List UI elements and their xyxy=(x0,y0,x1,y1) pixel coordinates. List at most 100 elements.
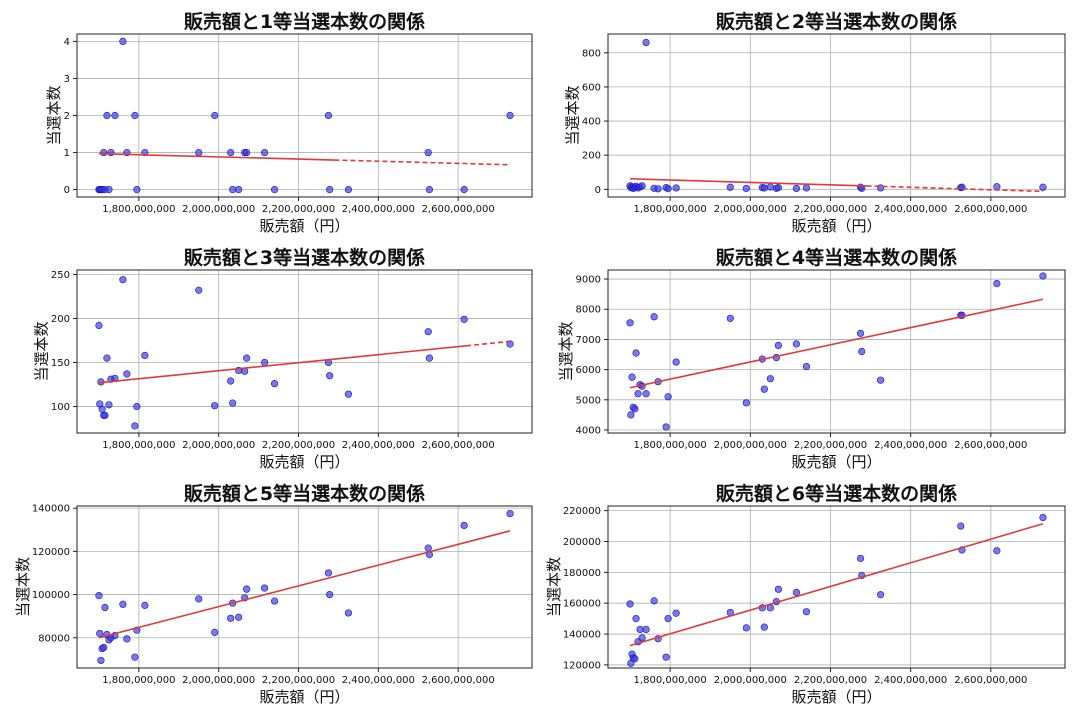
data-point xyxy=(638,182,646,190)
y-axis-label: 当選本数 xyxy=(557,321,575,381)
chart-title: 販売額と6等当選本数の関係 xyxy=(716,482,957,505)
data-point xyxy=(774,341,782,350)
data-point xyxy=(634,390,642,398)
data-point xyxy=(627,411,635,419)
y-tick-label: 100 xyxy=(51,402,70,413)
data-point xyxy=(195,286,203,294)
x-tick-label: 2,600,000,000 xyxy=(954,204,1027,215)
chart-panel-4: 1,800,000,000 2,000,000,000 2,200,000,000 2… xyxy=(557,246,1066,471)
data-point xyxy=(141,351,149,360)
data-point xyxy=(424,544,432,552)
data-point xyxy=(141,601,149,609)
data-point xyxy=(460,185,468,194)
trend-line xyxy=(98,344,467,384)
data-point xyxy=(243,585,251,593)
data-point xyxy=(97,656,105,665)
data-point xyxy=(344,609,353,617)
data-point xyxy=(760,623,768,631)
y-tick-label: 120000 xyxy=(32,547,70,558)
y-tick-label: 160000 xyxy=(563,599,601,610)
chart-panel-2: 1,800,000,000 2,000,000,000 2,200,000,000 2… xyxy=(563,10,1066,235)
data-point xyxy=(326,185,334,194)
data-point xyxy=(211,402,219,410)
plot-frame xyxy=(607,269,1066,434)
x-tick-label: 1,800,000,000 xyxy=(634,204,707,215)
data-point xyxy=(766,183,774,191)
data-point xyxy=(211,111,219,120)
data-point xyxy=(626,319,634,327)
data-point xyxy=(133,185,141,194)
data-point xyxy=(506,509,514,518)
data-point xyxy=(632,615,640,623)
data-point xyxy=(774,184,782,192)
x-tick-label: 2,000,000,000 xyxy=(714,675,787,686)
data-point xyxy=(229,399,237,407)
chart-panel-6: 1,800,000,000 2,000,000,000 2,200,000,000 2… xyxy=(545,482,1066,706)
y-tick-label: 4000 xyxy=(576,425,601,436)
data-point xyxy=(424,328,432,336)
x-axis-label: 販売額（円） xyxy=(791,217,881,235)
chart-title: 販売額と2等当選本数の関係 xyxy=(716,10,957,33)
data-point xyxy=(760,385,768,393)
x-axis-label: 販売額（円） xyxy=(259,453,349,471)
plot-frame xyxy=(76,505,533,669)
data-point xyxy=(664,615,672,623)
y-tick-label: 2 xyxy=(64,111,70,122)
x-tick-label: 1,800,000,000 xyxy=(634,675,707,686)
data-point xyxy=(344,185,353,194)
data-point xyxy=(227,614,235,622)
y-tick-label: 6000 xyxy=(576,365,601,376)
trend-line-extension xyxy=(466,340,511,347)
y-tick-label: 400 xyxy=(582,117,601,128)
data-point xyxy=(227,148,235,157)
chart-panel-3: 1,800,000,000 2,000,000,000 2,200,000,000 2… xyxy=(32,246,533,471)
x-tick-label: 2,000,000,000 xyxy=(182,440,255,451)
data-point xyxy=(1039,183,1047,191)
x-tick-label: 2,400,000,000 xyxy=(342,204,415,215)
data-point xyxy=(760,184,768,192)
data-point xyxy=(270,380,279,388)
data-point xyxy=(626,600,634,608)
x-tick-label: 2,000,000,000 xyxy=(182,675,255,686)
x-axis-label: 販売額（円） xyxy=(791,453,881,471)
y-tick-label: 200000 xyxy=(563,537,601,548)
y-axis-label: 当選本数 xyxy=(545,557,563,617)
data-point xyxy=(672,184,680,192)
data-point xyxy=(460,315,468,323)
data-point xyxy=(766,375,774,383)
x-tick-label: 2,000,000,000 xyxy=(714,440,787,451)
data-point xyxy=(344,390,353,398)
x-tick-label: 2,200,000,000 xyxy=(262,204,335,215)
x-tick-label: 1,800,000,000 xyxy=(102,440,175,451)
data-point xyxy=(856,554,865,563)
data-point xyxy=(742,184,750,193)
data-point xyxy=(631,405,639,413)
x-tick-label: 2,600,000,000 xyxy=(422,204,495,215)
data-point xyxy=(664,393,672,401)
y-axis-label: 当選本数 xyxy=(45,85,63,145)
data-point xyxy=(425,354,434,362)
data-point xyxy=(654,185,662,193)
data-point xyxy=(260,358,269,367)
y-tick-label: 4 xyxy=(64,37,70,48)
data-point xyxy=(856,329,865,337)
data-point xyxy=(119,600,127,608)
data-point xyxy=(123,635,131,643)
data-point xyxy=(424,148,432,157)
y-axis-label: 当選本数 xyxy=(14,557,32,617)
y-tick-label: 0 xyxy=(64,185,70,196)
data-point xyxy=(324,111,333,120)
data-point xyxy=(235,613,243,621)
data-point xyxy=(774,585,782,593)
data-point xyxy=(638,634,646,642)
x-tick-label: 2,400,000,000 xyxy=(342,675,415,686)
plot-frame xyxy=(607,33,1066,198)
data-point xyxy=(858,347,866,356)
chart-title: 販売額と5等当選本数の関係 xyxy=(184,482,425,505)
x-axis-label: 販売額（円） xyxy=(259,217,349,235)
y-tick-label: 3 xyxy=(64,74,70,85)
data-point xyxy=(131,422,139,430)
x-tick-label: 2,600,000,000 xyxy=(954,440,1027,451)
data-point xyxy=(131,653,139,661)
y-tick-label: 120000 xyxy=(563,660,601,671)
